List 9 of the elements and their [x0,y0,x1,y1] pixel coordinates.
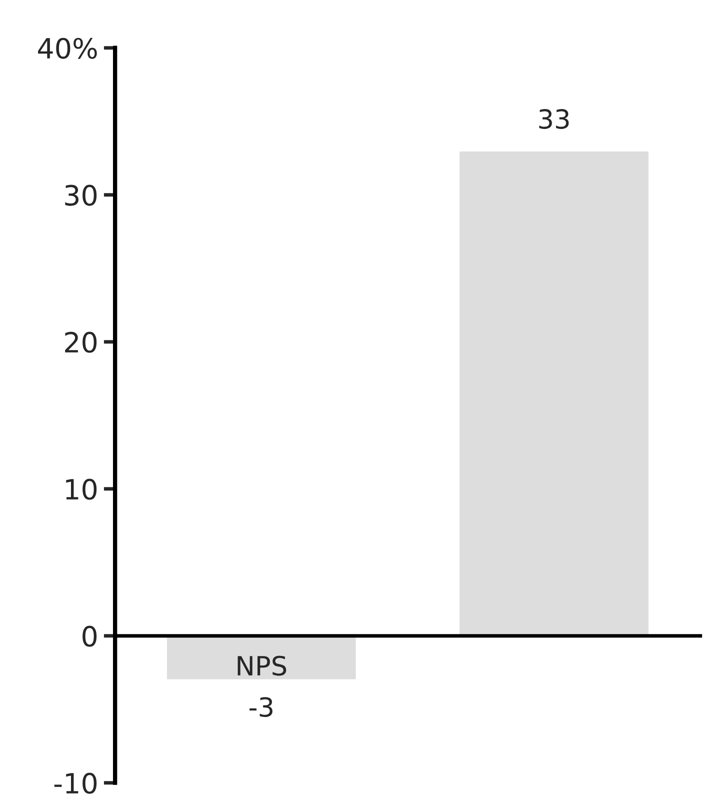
y-tick-label: 30 [65,184,97,206]
y-tick-label: 10 [66,478,97,500]
x-tick-label: NPS [238,656,286,676]
y-tick-label: 0 [82,626,97,647]
y-tick-label: 40% [38,38,97,59]
data-label: 33 [539,109,569,129]
y-tick-label: 20 [65,332,97,353]
y-tick-label: -10 [54,772,97,794]
data-label: -3 [250,697,272,718]
